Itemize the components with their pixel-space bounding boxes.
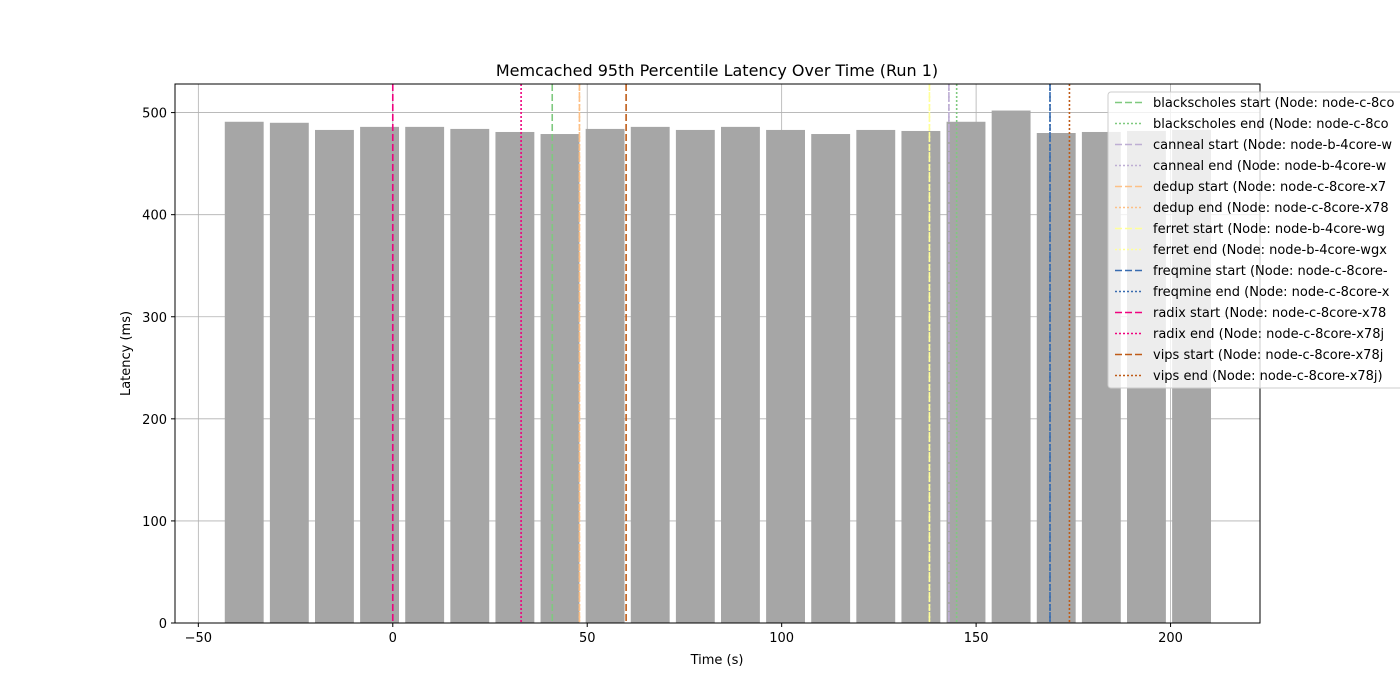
bar-7: [540, 134, 580, 624]
bar-16: [946, 121, 986, 623]
y-axis-label: Latency (ms): [119, 311, 134, 396]
x-tick-label: 200: [1158, 631, 1183, 646]
bar-17: [991, 110, 1031, 623]
x-tick-label: 150: [964, 631, 989, 646]
legend-label-8: freqmine start (Node: node-c-8core-: [1153, 264, 1388, 279]
y-tick-label: 400: [142, 209, 167, 224]
bar-8: [585, 128, 625, 623]
legend-label-0: blackscholes start (Node: node-c-8co: [1153, 96, 1394, 111]
legend-label-10: radix start (Node: node-c-8core-x78: [1153, 306, 1386, 321]
x-axis-ticks: −50 0 50 100 150 200: [185, 623, 1183, 646]
x-tick-label: 50: [579, 631, 596, 646]
bar-6: [495, 131, 535, 623]
y-tick-label: 500: [142, 107, 167, 122]
bar-2: [315, 129, 354, 623]
bar-14: [856, 129, 896, 623]
legend-box: [1107, 91, 1400, 389]
y-tick-label: 100: [142, 515, 167, 530]
bar-10: [675, 129, 715, 623]
chart-title: Memcached 95th Percentile Latency Over T…: [496, 61, 938, 80]
bar-15: [901, 130, 941, 624]
legend-label-6: ferret start (Node: node-b-4core-wg: [1153, 222, 1385, 237]
y-tick-label: 300: [142, 311, 167, 326]
bar-13: [811, 134, 851, 624]
x-tick-label: 0: [389, 631, 397, 646]
x-tick-label: −50: [185, 631, 212, 646]
legend: blackscholes start (Node: node-c-8co blac…: [1107, 91, 1400, 389]
bar-1: [269, 122, 309, 624]
bar-9: [630, 126, 670, 623]
legend-label-13: vips end (Node: node-c-8core-x78j): [1153, 369, 1383, 384]
y-axis-ticks: 0 100 200 300 400 500: [142, 107, 175, 632]
legend-label-5: dedup end (Node: node-c-8core-x78: [1153, 201, 1389, 216]
legend-label-12: vips start (Node: node-c-8core-x78j: [1153, 348, 1383, 363]
x-axis-label: Time (s): [690, 653, 744, 668]
bar-4: [405, 126, 445, 623]
bar-0: [224, 121, 264, 623]
legend-label-4: dedup start (Node: node-c-8core-x7: [1153, 180, 1386, 195]
x-tick-label: 100: [769, 631, 794, 646]
bar-12: [766, 129, 805, 623]
bar-5: [450, 128, 490, 623]
y-tick-label: 200: [142, 413, 167, 428]
event-lines: [391, 84, 1071, 623]
bar-11: [721, 126, 760, 623]
legend-label-7: ferret end (Node: node-b-4core-wgx: [1153, 243, 1387, 258]
y-tick-label: 0: [159, 617, 167, 632]
legend-label-2: canneal start (Node: node-b-4core-w: [1153, 138, 1392, 153]
legend-label-3: canneal end (Node: node-b-4core-w: [1153, 159, 1387, 174]
legend-label-1: blackscholes end (Node: node-c-8co: [1153, 117, 1389, 132]
legend-label-11: radix end (Node: node-c-8core-x78j: [1153, 327, 1384, 342]
legend-label-9: freqmine end (Node: node-c-8core-x: [1153, 285, 1390, 300]
